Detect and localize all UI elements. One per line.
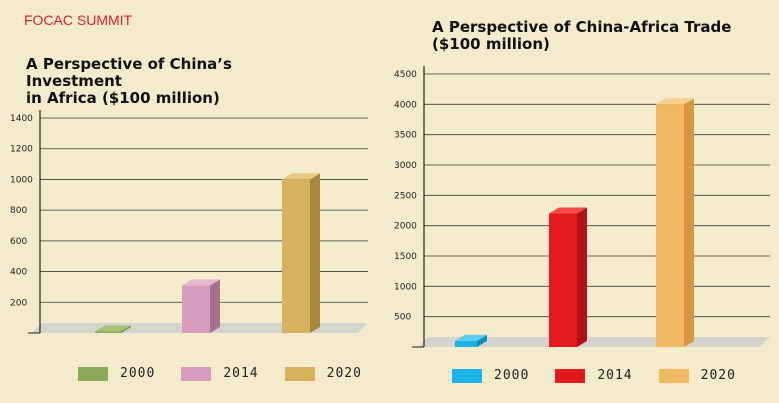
legend-label: 2014 <box>597 368 633 383</box>
trade-bar-2000-top <box>455 334 487 341</box>
trade-ytick-label: 2500 <box>394 191 417 201</box>
trade-chart-title: A Perspective of China-Africa Trade ($10… <box>432 19 762 53</box>
legend-swatch <box>181 366 212 381</box>
investment-chart-title: A Perspective of China’s Investment in A… <box>26 56 326 107</box>
investment-legend-item-2020: 2020 <box>284 366 362 381</box>
legend-swatch <box>284 366 315 381</box>
legend-label: 2000 <box>494 368 530 383</box>
legend-swatch <box>658 368 689 383</box>
investment-ytick-label: 600 <box>10 237 27 247</box>
legend-label: 2014 <box>223 366 259 381</box>
trade-legend-item-2020: 2020 <box>658 368 736 383</box>
investment-ytick-label: 1000 <box>10 175 33 185</box>
legend-swatch <box>555 368 586 383</box>
trade-bar-2000-front <box>455 340 477 347</box>
investment-bar-2000-side <box>121 325 131 333</box>
investment-ytick-label: 400 <box>10 268 27 278</box>
investment-bar-2014-side <box>210 279 220 333</box>
investment-bar-2014-top <box>182 279 220 286</box>
investment-ytick-label: 200 <box>10 298 27 308</box>
investment-bar-2014-front <box>182 285 210 333</box>
legend-swatch <box>78 366 108 381</box>
trade-title-line-2: ($100 million) <box>432 35 550 53</box>
legend-swatch <box>452 368 482 383</box>
legend-label: 2020 <box>700 368 736 383</box>
investment-title-line-1: A Perspective of China’s Investment <box>26 55 232 90</box>
investment-bar-2020-side <box>310 173 320 333</box>
legend-label: 2000 <box>120 366 156 381</box>
trade-ytick-label: 4500 <box>394 70 417 80</box>
section-label: FOCAC SUMMIT <box>24 12 133 28</box>
trade-bar-2014-side <box>577 207 587 347</box>
investment-bar-2000-top <box>95 325 131 332</box>
trade-legend: 2000 2014 2020 <box>452 368 762 383</box>
trade-ytick-label: 4000 <box>394 100 417 110</box>
trade-ytick-label: 500 <box>394 313 411 323</box>
trade-bar-2000-side <box>477 334 487 347</box>
trade-ytick-label: 3500 <box>394 131 417 141</box>
investment-bar-2020-front <box>282 179 310 333</box>
trade-legend-item-2014: 2014 <box>555 368 632 383</box>
investment-ytick-label: 800 <box>10 206 27 216</box>
investment-legend-item-2014: 2014 <box>181 366 258 381</box>
legend-label: 2020 <box>326 366 362 381</box>
trade-title-line-1: A Perspective of China-Africa Trade <box>432 18 732 36</box>
investment-ytick-label: 1400 <box>10 114 33 124</box>
investment-bar-2020-top <box>282 173 320 180</box>
trade-ytick-label: 2000 <box>394 222 417 232</box>
trade-bar-2020-side <box>684 98 694 347</box>
investment-legend: 2000 2014 2020 <box>78 366 388 381</box>
investment-bar-2000-front <box>95 331 121 333</box>
trade-legend-item-2000: 2000 <box>452 368 529 383</box>
trade-bar-2014-front <box>549 213 577 347</box>
investment-title-line-2: in Africa ($100 million) <box>26 89 220 107</box>
trade-ytick-label: 3000 <box>394 161 417 171</box>
trade-ytick-label: 1500 <box>394 252 417 262</box>
trade-bar-2014-top <box>549 207 587 214</box>
investment-legend-item-2000: 2000 <box>78 366 155 381</box>
trade-ytick-label: 1000 <box>394 282 417 292</box>
trade-bar-2020-front <box>656 104 684 347</box>
investment-ytick-label: 1200 <box>10 145 33 155</box>
trade-bar-2020-top <box>656 98 694 105</box>
